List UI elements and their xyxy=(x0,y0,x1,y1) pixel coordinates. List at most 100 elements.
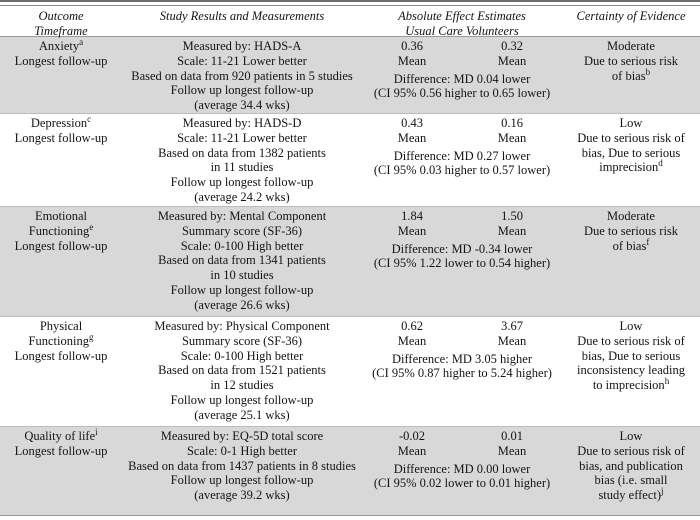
certainty-cell: Moderate Due to serious risk of biasb xyxy=(562,37,700,113)
table-header-row: Outcome Timeframe Study Results and Meas… xyxy=(0,5,700,39)
usual-care-value: 0.43 xyxy=(401,116,423,130)
usual-care-value-cell: 0.43 Mean xyxy=(362,116,462,146)
certainty-rationale: Due to serious risk of bias, Due to seri… xyxy=(577,333,685,393)
certainty-level: Low xyxy=(619,116,643,130)
volunteers-value: 0.01 xyxy=(501,429,523,443)
effect-estimates-cell: 1.84 Mean 1.50 Mean Difference: MD -0.34… xyxy=(362,207,562,316)
footnote-ref: e xyxy=(89,221,94,232)
difference-text: Difference: MD 0.00 lower (CI 95% 0.02 l… xyxy=(373,461,551,491)
outcome-timeframe: Longest follow-up xyxy=(14,348,108,363)
outcome-cell: Depressionc Longest follow-up xyxy=(0,114,122,206)
footnote-ref: d xyxy=(658,158,663,169)
volunteers-value-cell: 3.67 Mean xyxy=(462,319,562,349)
certainty-cell: Low Due to serious risk of bias, and pub… xyxy=(562,427,700,515)
outcome-timeframe: Longest follow-up xyxy=(14,53,108,68)
footnote-ref: g xyxy=(88,331,94,342)
outcome-cell: Anxietya Longest follow-up xyxy=(0,37,122,113)
difference-text: Difference: MD -0.34 lower (CI 95% 1.22 … xyxy=(373,241,551,271)
volunteers-label: Mean xyxy=(497,443,527,458)
usual-care-value: 0.62 xyxy=(401,319,423,333)
certainty-level: Low xyxy=(619,319,643,333)
usual-care-label: Mean xyxy=(397,333,427,348)
effect-estimates-cell: 0.36 Mean 0.32 Mean Difference: MD 0.04 … xyxy=(362,37,562,113)
effect-estimates-cell: 0.62 Mean 3.67 Mean Difference: MD 3.05 … xyxy=(362,317,562,426)
study-results-cell: Measured by: EQ-5D total score Scale: 0-… xyxy=(128,429,356,503)
volunteers-value: 3.67 xyxy=(501,319,523,333)
header-certainty-of-evidence: Certainty of Evidence xyxy=(576,9,686,23)
table-row-emotional-functioning: Emotional Functioninge Longest follow-up… xyxy=(0,207,700,317)
volunteers-label: Mean xyxy=(497,333,527,348)
certainty-level: Moderate xyxy=(607,209,655,223)
effect-values: 0.36 Mean 0.32 Mean xyxy=(362,39,562,69)
outcome-name: Anxietya xyxy=(38,37,84,53)
outcome-cell: Emotional Functioninge Longest follow-up xyxy=(0,207,122,316)
usual-care-label: Mean xyxy=(397,223,427,238)
footnote-ref: h xyxy=(664,376,670,387)
table-row-physical-functioning: Physical Functioningg Longest follow-up … xyxy=(0,317,700,427)
usual-care-label: Mean xyxy=(397,443,427,458)
footnote-ref: b xyxy=(645,66,651,77)
certainty-level: Moderate xyxy=(607,39,655,53)
certainty-cell: Low Due to serious risk of bias, Due to … xyxy=(562,317,700,426)
header-effects-title: Absolute Effect Estimates xyxy=(398,9,526,23)
table-row-quality-of-life: Quality of lifei Longest follow-up Measu… xyxy=(0,427,700,516)
outcome-cell: Physical Functioningg Longest follow-up xyxy=(0,317,122,426)
volunteers-value-cell: 0.16 Mean xyxy=(462,116,562,146)
footnote-ref: a xyxy=(79,37,84,47)
study-results-cell: Measured by: Physical Component Summary … xyxy=(154,319,330,422)
volunteers-value-cell: 0.01 Mean xyxy=(462,429,562,459)
usual-care-value-cell: -0.02 Mean xyxy=(362,429,462,459)
usual-care-value-cell: 1.84 Mean xyxy=(362,209,462,239)
study-results-cell: Measured by: HADS-D Scale: 11-21 Lower b… xyxy=(158,116,326,204)
outcome-name: Depressionc xyxy=(30,114,92,130)
footnote-ref: c xyxy=(87,114,92,124)
certainty-rationale: Due to serious risk of bias, Due to seri… xyxy=(577,130,685,175)
outcome-timeframe: Longest follow-up xyxy=(14,443,108,458)
study-results-cell: Measured by: HADS-A Scale: 11-21 Lower b… xyxy=(131,39,353,113)
table-row-depression: Depressionc Longest follow-up Measured b… xyxy=(0,114,700,207)
volunteers-value-cell: 0.32 Mean xyxy=(462,39,562,69)
table-row-anxiety: Anxietya Longest follow-up Measured by: … xyxy=(0,37,700,114)
footnote-ref: f xyxy=(646,236,650,247)
footnote-ref: i xyxy=(95,427,98,437)
effect-values: 0.43 Mean 0.16 Mean xyxy=(362,116,562,146)
study-results-cell: Measured by: Mental Component Summary sc… xyxy=(157,209,327,312)
usual-care-label: Mean xyxy=(397,53,427,68)
outcome-name: Physical Functioningg xyxy=(28,319,94,348)
volunteers-value: 1.50 xyxy=(501,209,523,223)
effect-values: -0.02 Mean 0.01 Mean xyxy=(362,429,562,459)
effect-estimates-cell: 0.43 Mean 0.16 Mean Difference: MD 0.27 … xyxy=(362,114,562,206)
header-outcome-timeframe: Outcome Timeframe xyxy=(34,9,88,38)
certainty-rationale: Due to serious risk of bias, and publica… xyxy=(577,443,685,503)
usual-care-value: 0.36 xyxy=(401,39,423,53)
volunteers-value-cell: 1.50 Mean xyxy=(462,209,562,239)
difference-text: Difference: MD 0.04 lower (CI 95% 0.56 h… xyxy=(373,71,551,101)
effect-values: 0.62 Mean 3.67 Mean xyxy=(362,319,562,349)
volunteers-label: Mean xyxy=(497,130,527,145)
volunteers-value: 0.32 xyxy=(501,39,523,53)
certainty-cell: Low Due to serious risk of bias, Due to … xyxy=(562,114,700,206)
certainty-rationale: Due to serious risk of biasf xyxy=(583,223,679,253)
outcome-name: Quality of lifei xyxy=(24,427,98,443)
usual-care-label: Mean xyxy=(397,130,427,145)
header-absolute-effect-estimates: Absolute Effect Estimates Usual Care Vol… xyxy=(362,7,562,39)
effect-values: 1.84 Mean 1.50 Mean xyxy=(362,209,562,239)
footnote-ref: j xyxy=(661,486,664,497)
usual-care-value-cell: 0.62 Mean xyxy=(362,319,462,349)
outcome-timeframe: Longest follow-up xyxy=(14,130,108,145)
difference-text: Difference: MD 3.05 higher (CI 95% 0.87 … xyxy=(372,351,552,381)
outcome-cell: Quality of lifei Longest follow-up xyxy=(0,427,122,515)
outcome-timeframe: Longest follow-up xyxy=(14,238,108,253)
certainty-rationale: Due to serious risk of biasb xyxy=(583,53,679,83)
volunteers-label: Mean xyxy=(497,53,527,68)
usual-care-value-cell: 0.36 Mean xyxy=(362,39,462,69)
outcome-name: Emotional Functioninge xyxy=(28,209,94,238)
volunteers-value: 0.16 xyxy=(501,116,523,130)
header-effects-subtitle: Usual Care Volunteers xyxy=(405,23,519,38)
header-study-results: Study Results and Measurements xyxy=(159,9,325,23)
usual-care-value: -0.02 xyxy=(398,429,426,443)
volunteers-label: Mean xyxy=(497,223,527,238)
difference-text: Difference: MD 0.27 lower (CI 95% 0.03 h… xyxy=(373,148,551,178)
effect-estimates-cell: -0.02 Mean 0.01 Mean Difference: MD 0.00… xyxy=(362,427,562,515)
